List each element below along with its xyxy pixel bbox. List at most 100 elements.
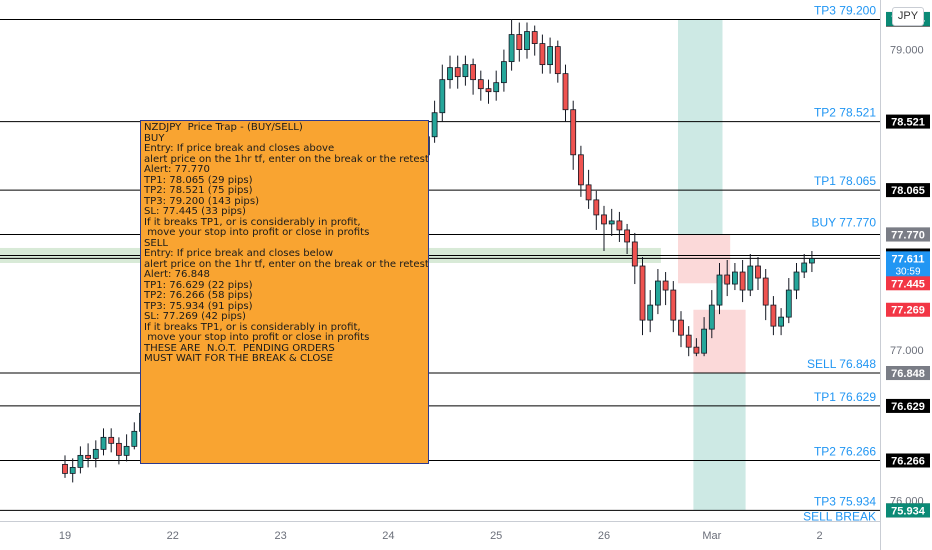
candle-body [485,88,492,93]
candle-body [739,271,746,291]
annotation-label: BUY 77.770 [812,215,877,229]
candle-body [762,277,769,306]
candle-body [701,328,707,354]
price-tag: 75.934 [891,505,926,517]
candle-body [439,79,446,114]
note-line: Alert: 76.848 [144,269,210,280]
price-tag-bg [886,227,930,242]
price-tag-bg [886,453,930,468]
candle-body [462,64,469,78]
note-line: Alert: 77.770 [144,164,210,175]
note-line: Entry: If price break and closes above [144,143,335,154]
price-axis[interactable]: 79.00077.00076.00079.20078.52178.06577.7… [880,0,932,550]
price-tag: 76.629 [891,401,925,413]
level-label: TP3 79.200 [814,4,876,18]
candle-body [770,304,777,327]
candle-body [616,220,623,231]
candle-body [116,442,122,456]
countdown-label: 30:59 [895,266,920,277]
candle-body [624,229,630,243]
x-tick-label: 19 [59,530,71,542]
candle-body [662,280,669,291]
x-tick-label: 25 [490,530,502,542]
note-line: alert price on the 1hr tf, enter on the … [144,258,429,270]
sell-target-zone [693,373,746,511]
candle-body [131,430,138,447]
candle-body [123,445,130,456]
price-tag: 77.770 [891,229,925,241]
candle-body [547,46,553,66]
candle-body [724,274,731,285]
note-line: move your stop into profit or close in p… [144,227,370,238]
candle-body [801,262,808,273]
candle-body [454,67,461,78]
candle-body [524,31,530,50]
candle-body [500,61,507,84]
candle-body [508,34,515,63]
candle-body [554,46,561,75]
level-label: TP1 76.629 [814,390,876,404]
candle-body [593,199,600,216]
candle-body [69,466,76,474]
candle-body [778,316,784,327]
candle-body [678,319,684,336]
note-line: SL: 77.445 (33 pips) [144,206,246,217]
currency-button[interactable]: JPY [892,7,924,26]
candle-body [601,214,607,225]
note-line: NZDJPY Price Trap - (BUY/SELL) [144,122,303,133]
time-axis[interactable]: 19 22 23 24 25 26 Mar 2 [0,521,880,550]
price-tag-bg [886,114,930,129]
candle-body [608,220,615,225]
note-line: TP3: 75.934 (91 pips) [144,300,253,312]
candle-body [570,109,577,156]
note-line: BUY [144,132,165,144]
candle-body [655,280,661,306]
price-tag: 77.269 [891,305,925,317]
x-tick-label: 24 [382,530,394,542]
note-line: TP3: 79.200 (143 pips) [144,195,260,207]
candle-body [809,258,815,264]
price-tag: 76.848 [891,368,925,380]
candle-body [793,271,800,291]
candle-body [647,304,654,321]
candle-body [685,334,692,348]
candle-body [578,154,584,186]
note-line: SELL [144,237,169,249]
candle-body [108,436,115,444]
note-line: TP1: 76.629 (22 pips) [144,279,253,291]
note-line: TP1: 78.065 (29 pips) [144,174,253,186]
price-tag-bg [886,503,930,518]
x-tick-label: 23 [274,530,286,542]
x-tick-label: 26 [598,530,610,542]
x-tick-label: 2 [817,530,823,542]
note-line: MUST WAIT FOR THE BREAK & CLOSE [144,353,334,364]
level-labels-layer: TP3 79.200 TP2 78.521 TP1 78.065 SELL 76.84… [803,4,876,524]
price-tag: 77.445 [891,278,925,290]
x-tick-label: 22 [167,530,179,542]
candle-body [693,346,700,354]
note-line: Entry: If price break and closes below [144,248,334,259]
candle-body [747,265,754,291]
candle-body [100,436,107,450]
candle-body [639,265,646,321]
price-tag: 76.266 [891,455,925,467]
price-tag: 78.065 [891,185,925,197]
price-tag-bg [886,398,930,413]
candle-body [716,274,723,306]
candle-body [85,454,91,459]
buy-target-zone [678,19,723,235]
candle-body [470,64,477,81]
note-line: If it breaks TP1, or is considerably in … [144,321,361,333]
candle-body [631,241,638,267]
y-tick-label: 79.000 [890,45,924,57]
candle-body [539,43,546,66]
candle-body [447,67,453,81]
price-tag: 77.611 [891,253,924,265]
note-line: SL: 77.269 (42 pips) [144,311,246,322]
candle-body [62,463,68,474]
candle-body [670,289,677,321]
level-label: TP2 78.521 [814,106,876,120]
price-tag-bg [886,276,930,291]
candle-body [493,82,500,93]
trade-plan-note[interactable]: NZDJPY Price Trap - (BUY/SELL) BUY Entry… [140,120,429,464]
